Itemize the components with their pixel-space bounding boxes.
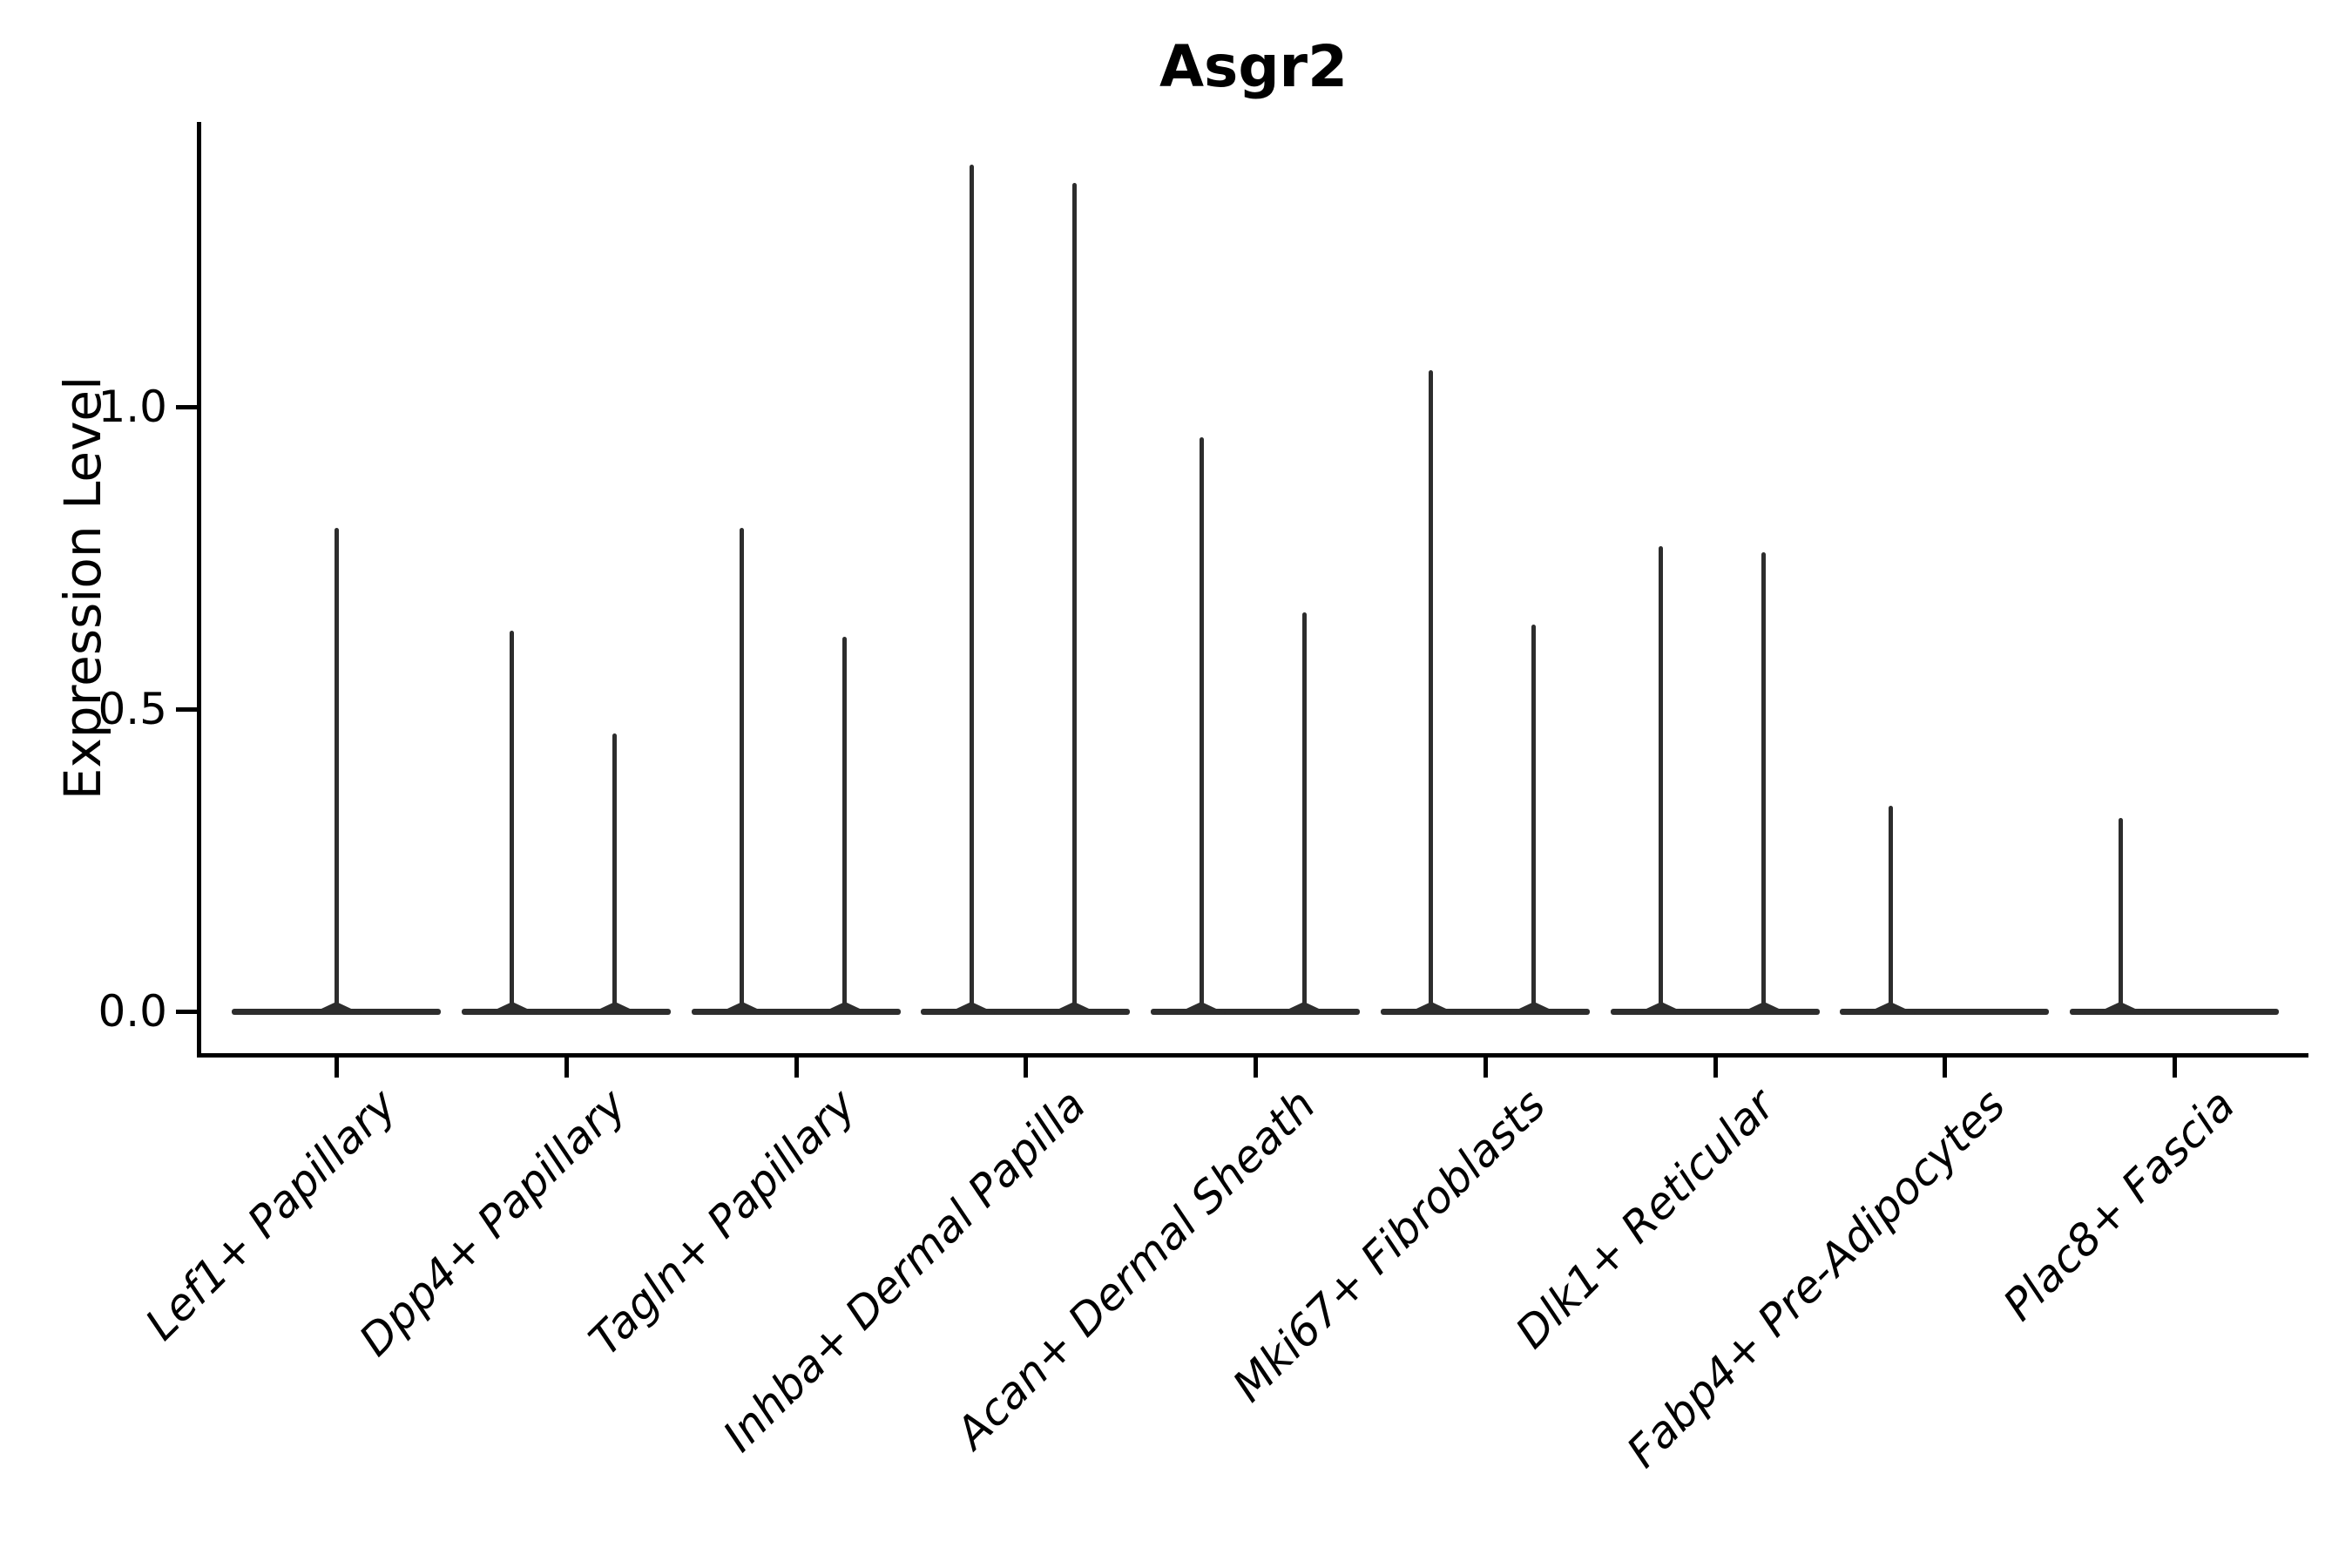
y-tick-label: 0.5: [98, 684, 167, 734]
x-tick-mark: [564, 1058, 569, 1078]
x-tick-mark: [1713, 1058, 1718, 1078]
violin-baseline: [1380, 1009, 1590, 1015]
violin-spike: [969, 165, 974, 1014]
violin-spike: [2118, 817, 2123, 1014]
violin-spike: [1301, 612, 1307, 1014]
violin-spike: [510, 630, 515, 1014]
x-tick-label: Plac8+ Fascia: [1993, 1079, 2245, 1331]
violin-spike: [740, 527, 744, 1014]
x-tick-label: Lef1+ Papillary: [136, 1079, 407, 1350]
x-tick-mark: [335, 1058, 339, 1078]
y-tick-mark: [176, 707, 197, 712]
x-axis-spine: [197, 1053, 2308, 1058]
violin-baseline: [1840, 1009, 2050, 1015]
y-axis-spine: [197, 122, 201, 1058]
violin-spike: [612, 733, 618, 1014]
violin-baseline: [1610, 1009, 1820, 1015]
violin-spike: [1888, 806, 1893, 1014]
violin-baseline: [2070, 1009, 2279, 1015]
y-tick-label: 0.0: [98, 986, 167, 1037]
y-tick-mark: [176, 405, 197, 409]
y-tick-mark: [176, 1010, 197, 1014]
violin-spike: [1659, 545, 1663, 1014]
violin-baseline: [1151, 1009, 1360, 1015]
x-tick-mark: [2173, 1058, 2177, 1078]
violin-spike: [842, 636, 847, 1014]
violin-spike: [1429, 370, 1434, 1014]
y-axis-label: Expression Level: [53, 375, 112, 801]
x-tick-label: Fabp4+ Pre-Adipocytes: [1617, 1079, 2015, 1477]
x-tick-mark: [794, 1058, 799, 1078]
violin-spike: [334, 527, 339, 1014]
violin-spike: [1761, 551, 1766, 1014]
violin-spike: [1071, 183, 1077, 1014]
x-tick-mark: [1254, 1058, 1258, 1078]
x-tick-mark: [1024, 1058, 1029, 1078]
x-tick-mark: [1943, 1058, 1948, 1078]
violin-spike: [1199, 436, 1204, 1014]
x-tick-mark: [1483, 1058, 1488, 1078]
chart-title: Asgr2: [1159, 33, 1348, 100]
violin-baseline: [461, 1009, 671, 1015]
y-tick-label: 1.0: [98, 382, 167, 432]
violin-spike: [1531, 624, 1537, 1014]
violin-baseline: [921, 1009, 1131, 1015]
violin-baseline: [691, 1009, 901, 1015]
